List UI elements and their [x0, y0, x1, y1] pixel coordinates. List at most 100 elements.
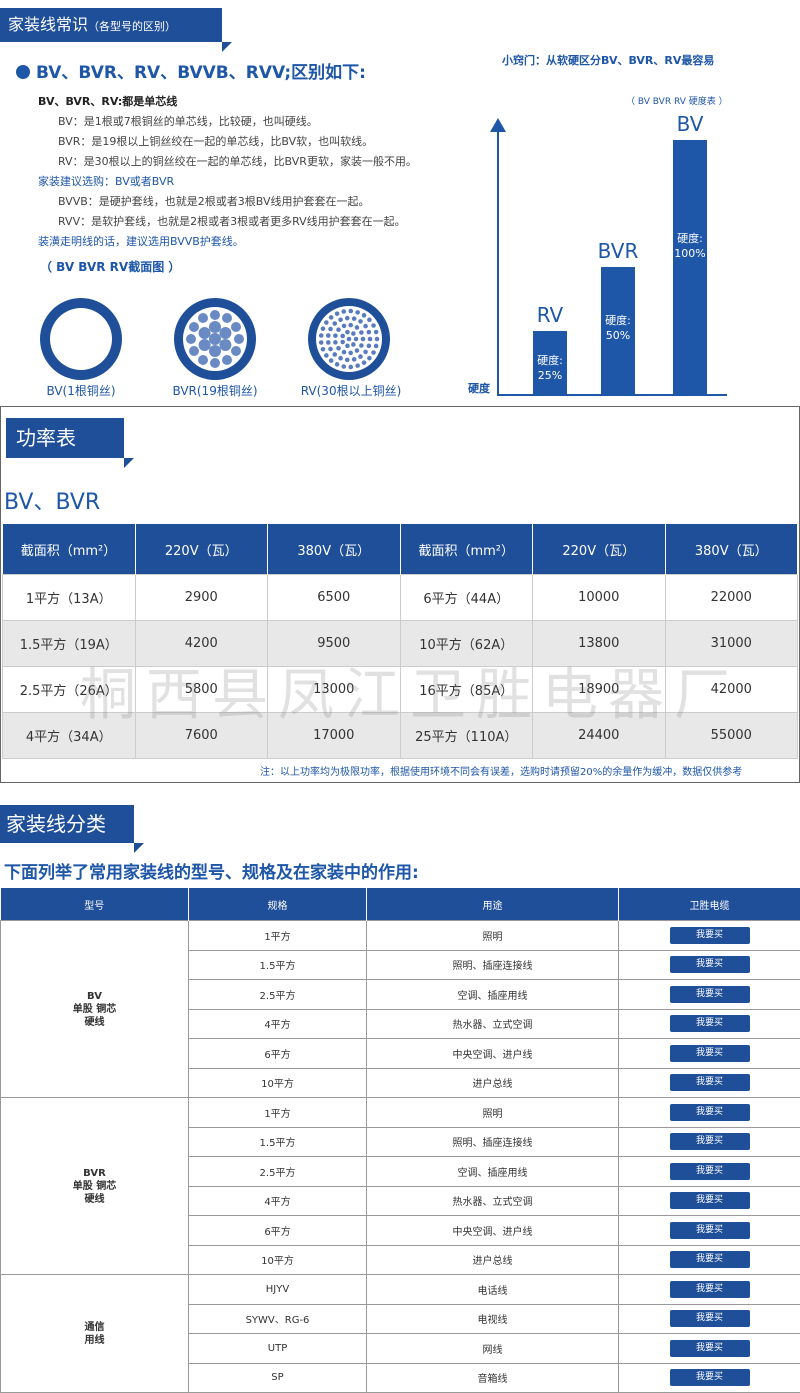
- buy-button[interactable]: 我要买: [670, 1251, 750, 1268]
- table-cell: 1平方（13A）: [3, 575, 136, 621]
- buy-button[interactable]: 我要买: [670, 1222, 750, 1239]
- wire-type-line: 硬线: [2, 1016, 187, 1029]
- buy-cell: 我要买: [619, 921, 800, 951]
- hardness-bar-name: BVR: [581, 239, 655, 263]
- hardness-axis-label: 硬度: [468, 380, 490, 396]
- section-tag-sub: （各型号的区别）: [88, 20, 176, 33]
- buy-button[interactable]: 我要买: [670, 986, 750, 1003]
- header-cell: 220V（瓦）: [135, 524, 268, 575]
- buy-button[interactable]: 我要买: [670, 956, 750, 973]
- header-cell: 卫胜电缆: [619, 888, 800, 921]
- buy-button[interactable]: 我要买: [670, 1281, 750, 1298]
- wire-type-line: 单股 铜芯: [2, 1003, 187, 1016]
- spec-cell: 1.5平方: [189, 1127, 367, 1157]
- watermark-text: 桐西县凤江卫胜电器厂: [80, 650, 740, 731]
- buy-cell: 我要买: [619, 1275, 800, 1305]
- use-cell: 热水器、立式空调: [367, 1009, 619, 1039]
- power-table-note: 注：以上功率均为极限功率，根据使用环境不同会有误差，选购时请预留20%的余量作为…: [260, 763, 742, 778]
- table-row: 1平方（13A） 2900 6500 6平方（44A） 10000 22000: [3, 575, 798, 621]
- desc-line: BVR：是19根以上铜丝绞在一起的单芯线，比BV软，也叫软线。: [38, 132, 417, 152]
- table-cell: 6500: [268, 575, 401, 621]
- buy-button[interactable]: 我要买: [670, 1369, 750, 1386]
- hardness-bar-rv: 硬度:25%: [533, 331, 567, 395]
- desc-line: RV：是30根以上的铜丝绞在一起的单芯线，比BVR更软，家装一般不用。: [38, 152, 417, 172]
- use-cell: 照明、插座连接线: [367, 1127, 619, 1157]
- hardness-bar-value: 100%: [673, 246, 707, 261]
- use-cell: 热水器、立式空调: [367, 1186, 619, 1216]
- bvr-cross-section-icon: [172, 296, 258, 382]
- spec-cell: 2.5平方: [189, 980, 367, 1010]
- hardness-bar-bv: 硬度:100%: [673, 140, 707, 394]
- header-cell: 380V（瓦）: [665, 524, 798, 575]
- buy-cell: 我要买: [619, 950, 800, 980]
- buy-button[interactable]: 我要买: [670, 1163, 750, 1180]
- wire-type-line: 硬线: [2, 1193, 187, 1206]
- bv-cross-section-icon: [38, 296, 124, 382]
- use-cell: 音箱线: [367, 1363, 619, 1393]
- spec-cell: 6平方: [189, 1216, 367, 1246]
- desc-line: BV、BVR、RV:都是单芯线: [38, 92, 417, 112]
- hardness-bar-name: BV: [653, 112, 727, 136]
- wire-type-line: 单股 铜芯: [2, 1180, 187, 1193]
- header-cell: 用途: [367, 888, 619, 921]
- table-header-row: 型号 规格 用途 卫胜电缆: [1, 888, 800, 921]
- spec-cell: 2.5平方: [189, 1157, 367, 1187]
- buy-button[interactable]: 我要买: [670, 927, 750, 944]
- wire-type-line: 通信: [2, 1321, 187, 1334]
- buy-cell: 我要买: [619, 1009, 800, 1039]
- buy-button[interactable]: 我要买: [670, 1192, 750, 1209]
- table-cell: 10000: [533, 575, 666, 621]
- buy-button[interactable]: 我要买: [670, 1104, 750, 1121]
- caption-bvr: BVR(19根铜丝): [152, 382, 278, 399]
- header-cell: 规格: [189, 888, 367, 921]
- heading-text: BV、BVR、RV、BVVB、RVV;区别如下:: [36, 63, 366, 83]
- header-cell: 220V（瓦）: [533, 524, 666, 575]
- tag-notch: [222, 42, 232, 52]
- section-tag-wire-categories: 家装线分类: [0, 805, 134, 843]
- buy-button[interactable]: 我要买: [670, 1074, 750, 1091]
- buy-button[interactable]: 我要买: [670, 1310, 750, 1327]
- buy-cell: 我要买: [619, 1157, 800, 1187]
- table-cell: 2900: [135, 575, 268, 621]
- header-cell: 截面积（mm²）: [400, 524, 533, 575]
- table-header-row: 截面积（mm²） 220V（瓦） 380V（瓦） 截面积（mm²） 220V（瓦…: [3, 524, 798, 575]
- section-tag-main: 家装线常识: [8, 15, 88, 34]
- desc-line: 装潢走明线的话，建议选用BVVB护套线。: [0, 232, 417, 252]
- buy-button[interactable]: 我要买: [670, 1133, 750, 1150]
- tip-text: 小窍门：从软硬区分BV、BVR、RV最容易: [502, 52, 714, 68]
- buy-button[interactable]: 我要买: [670, 1045, 750, 1062]
- spec-cell: 4平方: [189, 1186, 367, 1216]
- bullet-dot-icon: [16, 65, 30, 79]
- spec-cell: 4平方: [189, 1009, 367, 1039]
- buy-cell: 我要买: [619, 1127, 800, 1157]
- categories-subtitle: 下面列举了常用家装线的型号、规格及在家装中的作用:: [4, 858, 419, 883]
- buy-button[interactable]: 我要买: [670, 1340, 750, 1357]
- tag-notch: [124, 458, 134, 468]
- buy-cell: 我要买: [619, 1186, 800, 1216]
- use-cell: 进户总线: [367, 1245, 619, 1275]
- wire-type-line: 用线: [2, 1334, 187, 1347]
- wire-types-heading: BV、BVR、RV、BVVB、RVV;区别如下:: [16, 58, 366, 83]
- spec-cell: 1平方: [189, 921, 367, 951]
- table-cell: 22000: [665, 575, 798, 621]
- spec-cell: 6平方: [189, 1039, 367, 1069]
- buy-cell: 我要买: [619, 1245, 800, 1275]
- use-cell: 中央空调、进户线: [367, 1039, 619, 1069]
- header-cell: 380V（瓦）: [268, 524, 401, 575]
- spec-cell: 10平方: [189, 1245, 367, 1275]
- buy-cell: 我要买: [619, 1068, 800, 1098]
- use-cell: 网线: [367, 1334, 619, 1364]
- spec-cell: SYWV、RG-6: [189, 1304, 367, 1334]
- spec-cell: UTP: [189, 1334, 367, 1364]
- buy-cell: 我要买: [619, 1304, 800, 1334]
- wire-description-block: BV、BVR、RV:都是单芯线 BV：是1根或7根铜丝的单芯线，比较硬，也叫硬线…: [38, 92, 417, 252]
- header-cell: 型号: [1, 888, 189, 921]
- buy-button[interactable]: 我要买: [670, 1015, 750, 1032]
- caption-bv: BV(1根铜丝): [18, 382, 144, 399]
